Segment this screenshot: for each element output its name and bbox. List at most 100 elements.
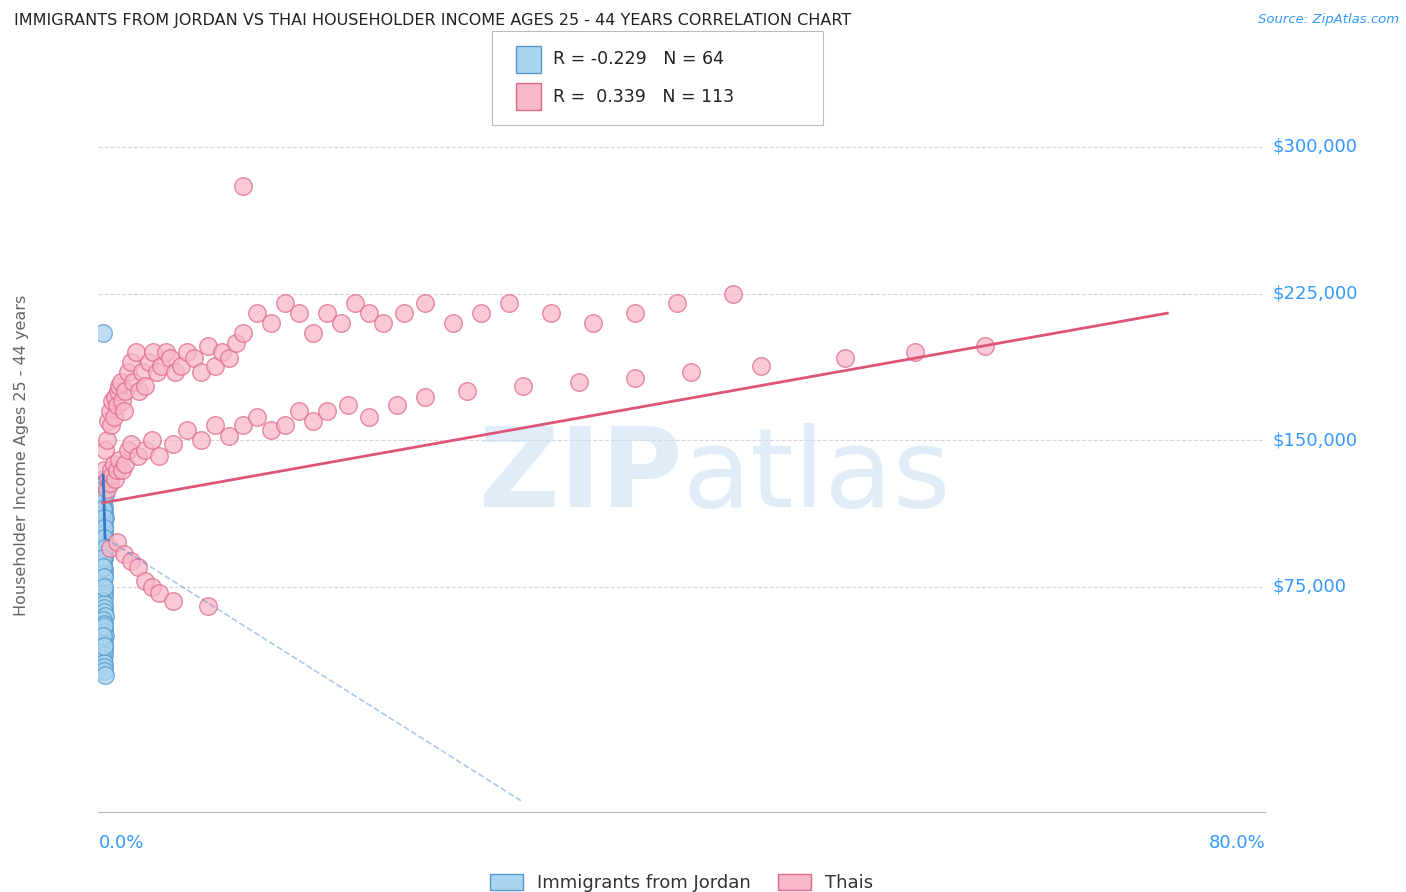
Point [100, 462, 122, 476]
Point [112, 547, 135, 561]
Point [392, 306, 415, 320]
Point [104, 390, 127, 404]
Point [97, 414, 120, 428]
Point [197, 599, 219, 614]
Point [512, 378, 534, 392]
Point [93, 482, 115, 496]
Point [91, 652, 114, 666]
Point [91, 632, 114, 647]
Point [232, 326, 254, 340]
Point [93, 601, 115, 615]
Point [142, 345, 165, 359]
Point [93, 629, 115, 643]
Point [170, 359, 193, 373]
Point [93, 570, 115, 584]
Point [624, 306, 647, 320]
Point [93, 500, 115, 514]
Point [103, 409, 125, 424]
Point [413, 390, 436, 404]
Point [93, 668, 115, 682]
Point [666, 296, 689, 310]
Point [101, 468, 124, 483]
Point [93, 566, 115, 581]
Point [93, 541, 115, 555]
Point [93, 598, 115, 612]
Point [301, 326, 323, 340]
Point [162, 437, 184, 451]
Point [91, 629, 114, 643]
Point [127, 560, 149, 574]
Point [148, 449, 170, 463]
Point [93, 580, 115, 594]
Point [93, 644, 115, 658]
Point [749, 359, 772, 373]
Text: 0.0%: 0.0% [98, 834, 143, 852]
Point [413, 296, 436, 310]
Point [211, 345, 233, 359]
Point [103, 457, 125, 471]
Point [93, 523, 115, 537]
Point [218, 351, 240, 366]
Point [274, 417, 297, 432]
Point [93, 562, 115, 576]
Point [357, 306, 380, 320]
Point [159, 351, 181, 366]
Point [93, 637, 115, 651]
Point [134, 378, 156, 392]
Point [93, 621, 115, 635]
Point [93, 590, 115, 604]
Point [204, 417, 226, 432]
Point [93, 508, 115, 522]
Point [93, 519, 115, 533]
Point [98, 541, 121, 555]
Point [93, 639, 115, 653]
Point [834, 351, 856, 366]
Point [93, 511, 115, 525]
Point [232, 417, 254, 432]
Point [111, 394, 134, 409]
Point [96, 482, 118, 496]
Point [93, 656, 115, 670]
Point [141, 434, 163, 448]
Point [287, 306, 309, 320]
Point [104, 472, 127, 486]
Point [93, 605, 115, 619]
Text: Householder Income Ages 25 - 44 years: Householder Income Ages 25 - 44 years [14, 294, 28, 615]
Point [190, 434, 212, 448]
Text: R =  0.339   N = 113: R = 0.339 N = 113 [553, 87, 734, 105]
Point [146, 365, 169, 379]
Point [385, 398, 408, 412]
Point [105, 462, 128, 476]
Legend: Immigrants from Jordan, Thais: Immigrants from Jordan, Thais [484, 866, 880, 892]
Point [624, 370, 647, 384]
Point [225, 335, 247, 350]
Point [246, 409, 269, 424]
Point [122, 375, 145, 389]
Point [260, 424, 283, 438]
Point [96, 434, 118, 448]
Text: $300,000: $300,000 [1272, 138, 1357, 156]
Point [148, 586, 170, 600]
Point [343, 296, 366, 310]
Point [93, 542, 115, 557]
Point [93, 560, 115, 574]
Point [93, 511, 115, 525]
Point [93, 582, 115, 596]
Point [93, 531, 115, 545]
Point [904, 345, 927, 359]
Point [138, 355, 160, 369]
Point [93, 521, 115, 535]
Point [183, 351, 205, 366]
Point [91, 593, 114, 607]
Point [301, 414, 323, 428]
Point [162, 593, 184, 607]
Point [114, 457, 136, 471]
Text: Source: ZipAtlas.com: Source: ZipAtlas.com [1258, 13, 1399, 27]
Point [974, 339, 997, 353]
Point [93, 640, 115, 655]
Point [287, 404, 309, 418]
Point [114, 384, 136, 399]
Point [93, 624, 115, 639]
Point [93, 503, 115, 517]
Point [120, 437, 142, 451]
